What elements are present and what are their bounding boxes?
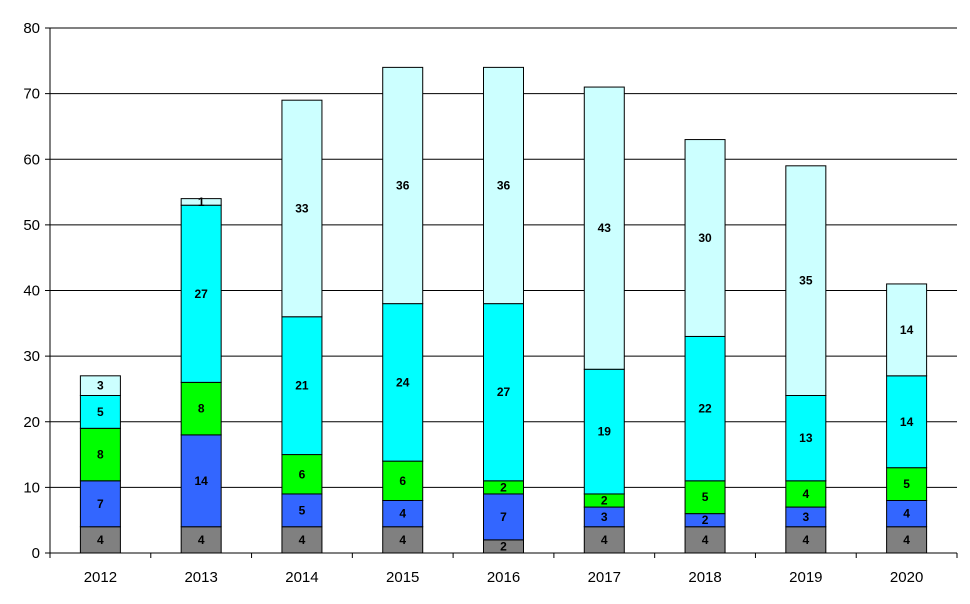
bar-segment — [79, 480, 121, 528]
bar-segment — [684, 480, 726, 515]
bar-segment — [382, 303, 424, 462]
bar-segment — [684, 139, 726, 337]
data-label: 36 — [497, 179, 511, 193]
y-tick-label: 40 — [23, 283, 40, 300]
bar-segment — [583, 368, 625, 495]
y-tick-label: 60 — [23, 151, 40, 168]
y-tick-label: 70 — [23, 86, 40, 103]
data-label: 5 — [299, 503, 306, 517]
data-label: 36 — [396, 179, 410, 193]
x-tick-label: 2019 — [789, 569, 822, 586]
data-label: 27 — [194, 287, 208, 301]
bar-segment — [382, 460, 424, 501]
x-tick-label: 2018 — [688, 569, 721, 586]
bar-segment — [281, 526, 323, 554]
y-tick-label: 20 — [23, 414, 40, 431]
bar-segment — [180, 526, 222, 554]
data-label: 1 — [198, 195, 205, 209]
bar-segment — [483, 66, 524, 305]
data-label: 27 — [497, 385, 511, 399]
bar-segment — [684, 335, 726, 482]
data-label: 4 — [198, 533, 205, 547]
data-label: 2 — [500, 480, 507, 494]
x-tick-label: 2015 — [386, 569, 419, 586]
data-label: 4 — [97, 533, 104, 547]
bars — [79, 66, 928, 554]
x-tick-label: 2017 — [588, 569, 621, 586]
x-tick-label: 2016 — [487, 569, 520, 586]
data-label: 14 — [194, 474, 208, 488]
bar-segment — [79, 427, 121, 482]
data-label: 22 — [698, 402, 712, 416]
data-label: 13 — [799, 431, 813, 445]
data-label: 5 — [97, 405, 104, 419]
x-tick-label: 2014 — [285, 569, 318, 586]
data-label: 21 — [295, 379, 309, 393]
bar-segment — [886, 467, 928, 501]
bar-segment — [79, 526, 121, 554]
labels: 0102030405060708047853201241482712013456… — [23, 20, 923, 586]
data-label: 7 — [97, 497, 104, 511]
data-label: 6 — [299, 467, 306, 481]
data-label: 2 — [601, 494, 608, 508]
bar-segment — [382, 66, 424, 305]
bar-segment — [785, 165, 827, 396]
bar-segment — [281, 454, 323, 495]
bar-segment — [382, 526, 424, 554]
data-label: 4 — [903, 507, 910, 521]
data-label: 14 — [900, 323, 914, 337]
bar-segment — [583, 86, 625, 370]
data-label: 4 — [802, 487, 809, 501]
bar-segment — [483, 303, 524, 482]
data-label: 43 — [598, 221, 612, 235]
data-label: 2 — [500, 539, 507, 553]
data-label: 5 — [903, 477, 910, 491]
bar-segment — [886, 375, 928, 469]
bar-segment — [281, 99, 323, 318]
data-label: 33 — [295, 201, 309, 215]
bar-segment — [886, 283, 928, 377]
data-label: 8 — [97, 448, 104, 462]
data-label: 4 — [903, 533, 910, 547]
bar-segment — [180, 204, 222, 383]
data-label: 3 — [601, 510, 608, 524]
data-label: 14 — [900, 415, 914, 429]
y-tick-label: 80 — [23, 20, 40, 37]
bar-segment — [79, 375, 121, 396]
data-label: 8 — [198, 402, 205, 416]
bar-segment — [785, 480, 827, 508]
data-label: 24 — [396, 375, 410, 389]
data-label: 30 — [698, 231, 712, 245]
data-label: 4 — [399, 533, 406, 547]
data-label: 4 — [601, 533, 608, 547]
data-label: 6 — [399, 474, 406, 488]
y-tick-label: 50 — [23, 217, 40, 234]
data-label: 4 — [702, 533, 709, 547]
x-tick-label: 2020 — [890, 569, 923, 586]
y-tick-label: 30 — [23, 348, 40, 365]
data-label: 19 — [598, 425, 612, 439]
data-label: 5 — [702, 490, 709, 504]
data-label: 35 — [799, 274, 813, 288]
bar-segment — [180, 198, 222, 206]
x-tick-label: 2012 — [84, 569, 117, 586]
data-label: 4 — [299, 533, 306, 547]
data-label: 2 — [702, 513, 709, 527]
x-tick-label: 2013 — [184, 569, 217, 586]
bar-segment — [483, 493, 524, 541]
axes — [45, 27, 958, 558]
data-label: 3 — [97, 379, 104, 393]
data-label: 3 — [802, 510, 809, 524]
data-label: 4 — [399, 507, 406, 521]
data-label: 4 — [802, 533, 809, 547]
y-tick-label: 0 — [32, 545, 40, 562]
data-label: 7 — [500, 510, 507, 524]
bar-segment — [281, 493, 323, 528]
y-tick-label: 10 — [23, 479, 40, 496]
